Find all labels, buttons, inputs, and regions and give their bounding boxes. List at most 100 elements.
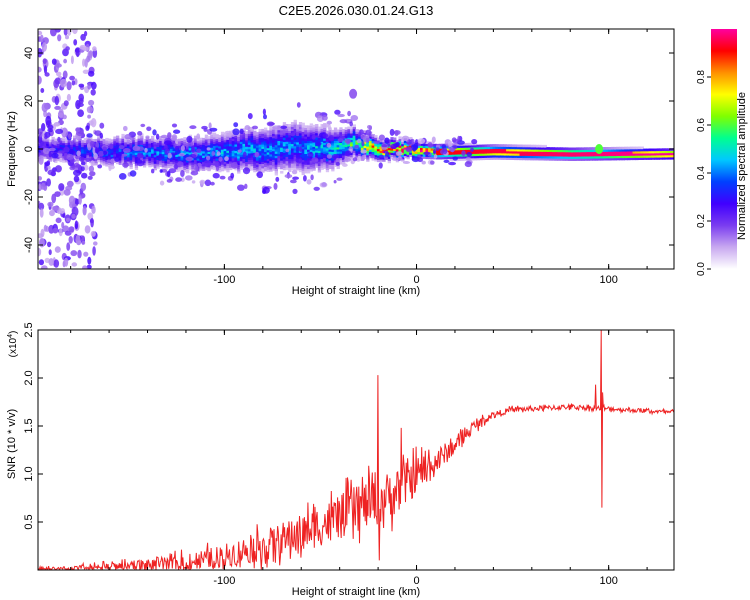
spectrogram-cell [264,160,268,163]
spectrogram-cell [247,159,252,163]
spectrogram-speckle [57,150,65,154]
spectrogram-speckle [173,129,181,134]
spectrogram-cell [153,154,157,158]
spectrogram-cell [220,131,225,135]
spectrogram-cell [226,163,230,166]
spectrogram-cell [161,155,165,159]
spectrogram-cell [202,140,206,143]
spectrogram-cell [559,158,564,161]
spectrogram-speckle [66,180,74,188]
spectrogram-cell [444,156,448,160]
spectrogram-cell [102,141,106,144]
spectrogram-cell [137,144,141,148]
spectrogram-cell [301,146,305,150]
spectrogram-cell [554,158,558,161]
spectrogram-cell [298,169,303,173]
spectrogram-speckle [52,157,56,163]
spectrogram-cell [390,139,394,142]
spectrogram-cell [422,154,426,157]
spectrogram-cell [194,135,198,139]
spectrogram-cell [142,156,147,159]
spectrogram-cell [290,124,295,127]
spectrogram-cell [325,150,330,153]
spectrogram-cell [282,165,287,168]
spectrogram-cell [371,138,375,142]
spectrogram-cell [83,142,87,146]
spectrogram-cell [177,138,182,142]
spectrogram-cell [148,140,152,144]
spectrogram-cell [97,135,101,139]
spectrogram-cell [514,146,518,150]
spectrogram-cell [142,164,147,168]
spectrogram-speckle [39,237,45,248]
spectrogram-cell [298,137,303,140]
spectrogram-cell [140,140,144,143]
spectrogram-cell [624,148,628,152]
spectrogram-speckle [273,182,278,190]
spectrogram-cell [261,167,265,171]
spectrogram-cell [401,150,405,153]
spectrogram-speckle [118,145,125,150]
spectrogram-cell [331,147,335,150]
spectrogram-cell [465,145,469,148]
spectrogram-cell [331,134,335,137]
spectrogram-cell [414,151,418,154]
spectrogram-cell [229,154,233,158]
spectrogram-cell [288,156,292,160]
spectrogram-cell [186,146,190,150]
spectrogram-speckle [53,145,57,149]
spectrogram-cell [288,160,292,164]
spectrogram-cell [535,151,539,154]
spectrogram-cell [226,145,230,149]
spectrogram-speckle [63,58,67,64]
spectrogram-cell [102,139,106,142]
spectrogram-cell [250,146,254,149]
colorbar-ticks: 0.00.20.40.60.8 [696,70,711,276]
spectrogram-cell [164,154,168,157]
spectrogram-cell [250,129,254,132]
spectrogram-cell [97,157,101,161]
spectrogram-cell [161,164,165,168]
spectrogram-speckle [90,217,94,228]
spectrogram-cell [288,139,292,142]
spectrogram-speckle [171,134,178,141]
spectrogram-cell [428,150,432,153]
spectrogram-cell [309,138,313,142]
spectrogram-cell [616,155,620,159]
spectrogram-cell [175,162,179,166]
spectrogram-cell [355,131,359,134]
spectrogram-cell [269,134,273,138]
spectrogram-cell [266,162,270,166]
spectrogram-speckle [84,58,88,68]
spectrogram-speckle [56,71,62,77]
spectrogram-cell [73,144,77,147]
spectrogram-cell [245,135,249,139]
spectrogram-cell [333,147,338,150]
spectrogram-cell [492,157,496,160]
spectrogram-cell [113,149,117,153]
spectrogram-cell [350,154,354,158]
spectrogram-cell [194,142,198,145]
spectrogram-speckle [167,152,172,159]
spectrogram-cell [307,168,311,172]
spectrogram-cell [234,154,238,158]
spectrogram-speckle [343,157,352,162]
spectrogram-cell [613,149,617,152]
spectrogram-cell [290,147,295,151]
spectrogram-cell [309,158,313,161]
spectrogram-cell [401,148,405,151]
spectrogram-speckle [94,146,99,154]
spectrogram-cell [204,158,209,162]
spectrogram-speckle [452,139,461,144]
spectrogram-cell [390,150,394,153]
spectrogram-cell [290,128,295,132]
spectrogram-cell [403,153,408,157]
spectrogram-speckle [86,264,92,269]
spectrogram-cell [498,144,502,147]
spectrogram-cell [619,155,623,159]
spectrogram-cell [514,155,518,158]
spectrogram-cell [589,155,593,159]
spectrogram-cell [218,137,222,140]
spectrogram-speckle [41,265,48,269]
spectrogram-cell [255,145,260,148]
